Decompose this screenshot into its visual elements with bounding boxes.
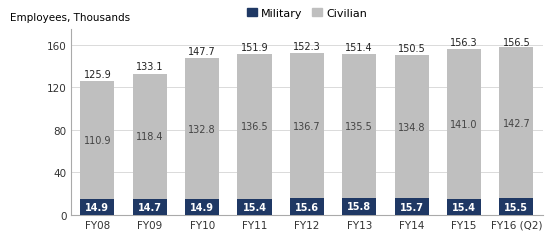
Legend: Military, Civilian: Military, Civilian [242,4,372,23]
Text: 15.7: 15.7 [399,202,424,212]
Text: 150.5: 150.5 [398,44,425,54]
Text: 110.9: 110.9 [84,136,111,145]
Text: 15.8: 15.8 [347,202,372,212]
Bar [185,59,219,199]
Bar [395,198,429,215]
Bar [290,54,324,199]
Text: 151.9: 151.9 [241,42,269,52]
Text: 15.4: 15.4 [243,202,266,212]
Text: 156.5: 156.5 [503,38,530,48]
Text: 151.4: 151.4 [345,43,373,53]
Bar [81,199,115,215]
Text: 136.5: 136.5 [241,122,269,132]
Text: 135.5: 135.5 [345,122,373,132]
Text: 132.8: 132.8 [189,124,216,134]
Text: 156.3: 156.3 [450,38,478,48]
Text: 141.0: 141.0 [450,119,478,129]
Text: 133.1: 133.1 [136,62,163,72]
Bar [133,74,167,200]
Bar [499,48,533,198]
Bar [81,82,115,199]
Text: 142.7: 142.7 [503,118,530,128]
Text: 125.9: 125.9 [83,70,111,80]
Text: 152.3: 152.3 [293,42,321,52]
Bar [133,200,167,215]
Text: 14.7: 14.7 [138,202,162,212]
Bar [447,50,481,199]
Text: 118.4: 118.4 [136,132,163,142]
Text: 14.9: 14.9 [85,202,110,212]
Text: 147.7: 147.7 [189,47,216,57]
Bar [237,54,272,199]
Text: 134.8: 134.8 [398,122,425,132]
Text: 136.7: 136.7 [293,121,321,131]
Bar [395,56,429,199]
Bar [237,199,272,215]
Text: 14.9: 14.9 [190,202,214,212]
Text: 15.4: 15.4 [452,202,476,212]
Bar [185,199,219,215]
Bar [342,198,376,215]
Bar [447,199,481,215]
Bar [342,55,376,198]
Text: 15.6: 15.6 [295,202,319,212]
Bar [290,198,324,215]
Text: 15.5: 15.5 [504,202,528,212]
Text: Employees, Thousands: Employees, Thousands [10,13,130,22]
Bar [499,198,533,215]
